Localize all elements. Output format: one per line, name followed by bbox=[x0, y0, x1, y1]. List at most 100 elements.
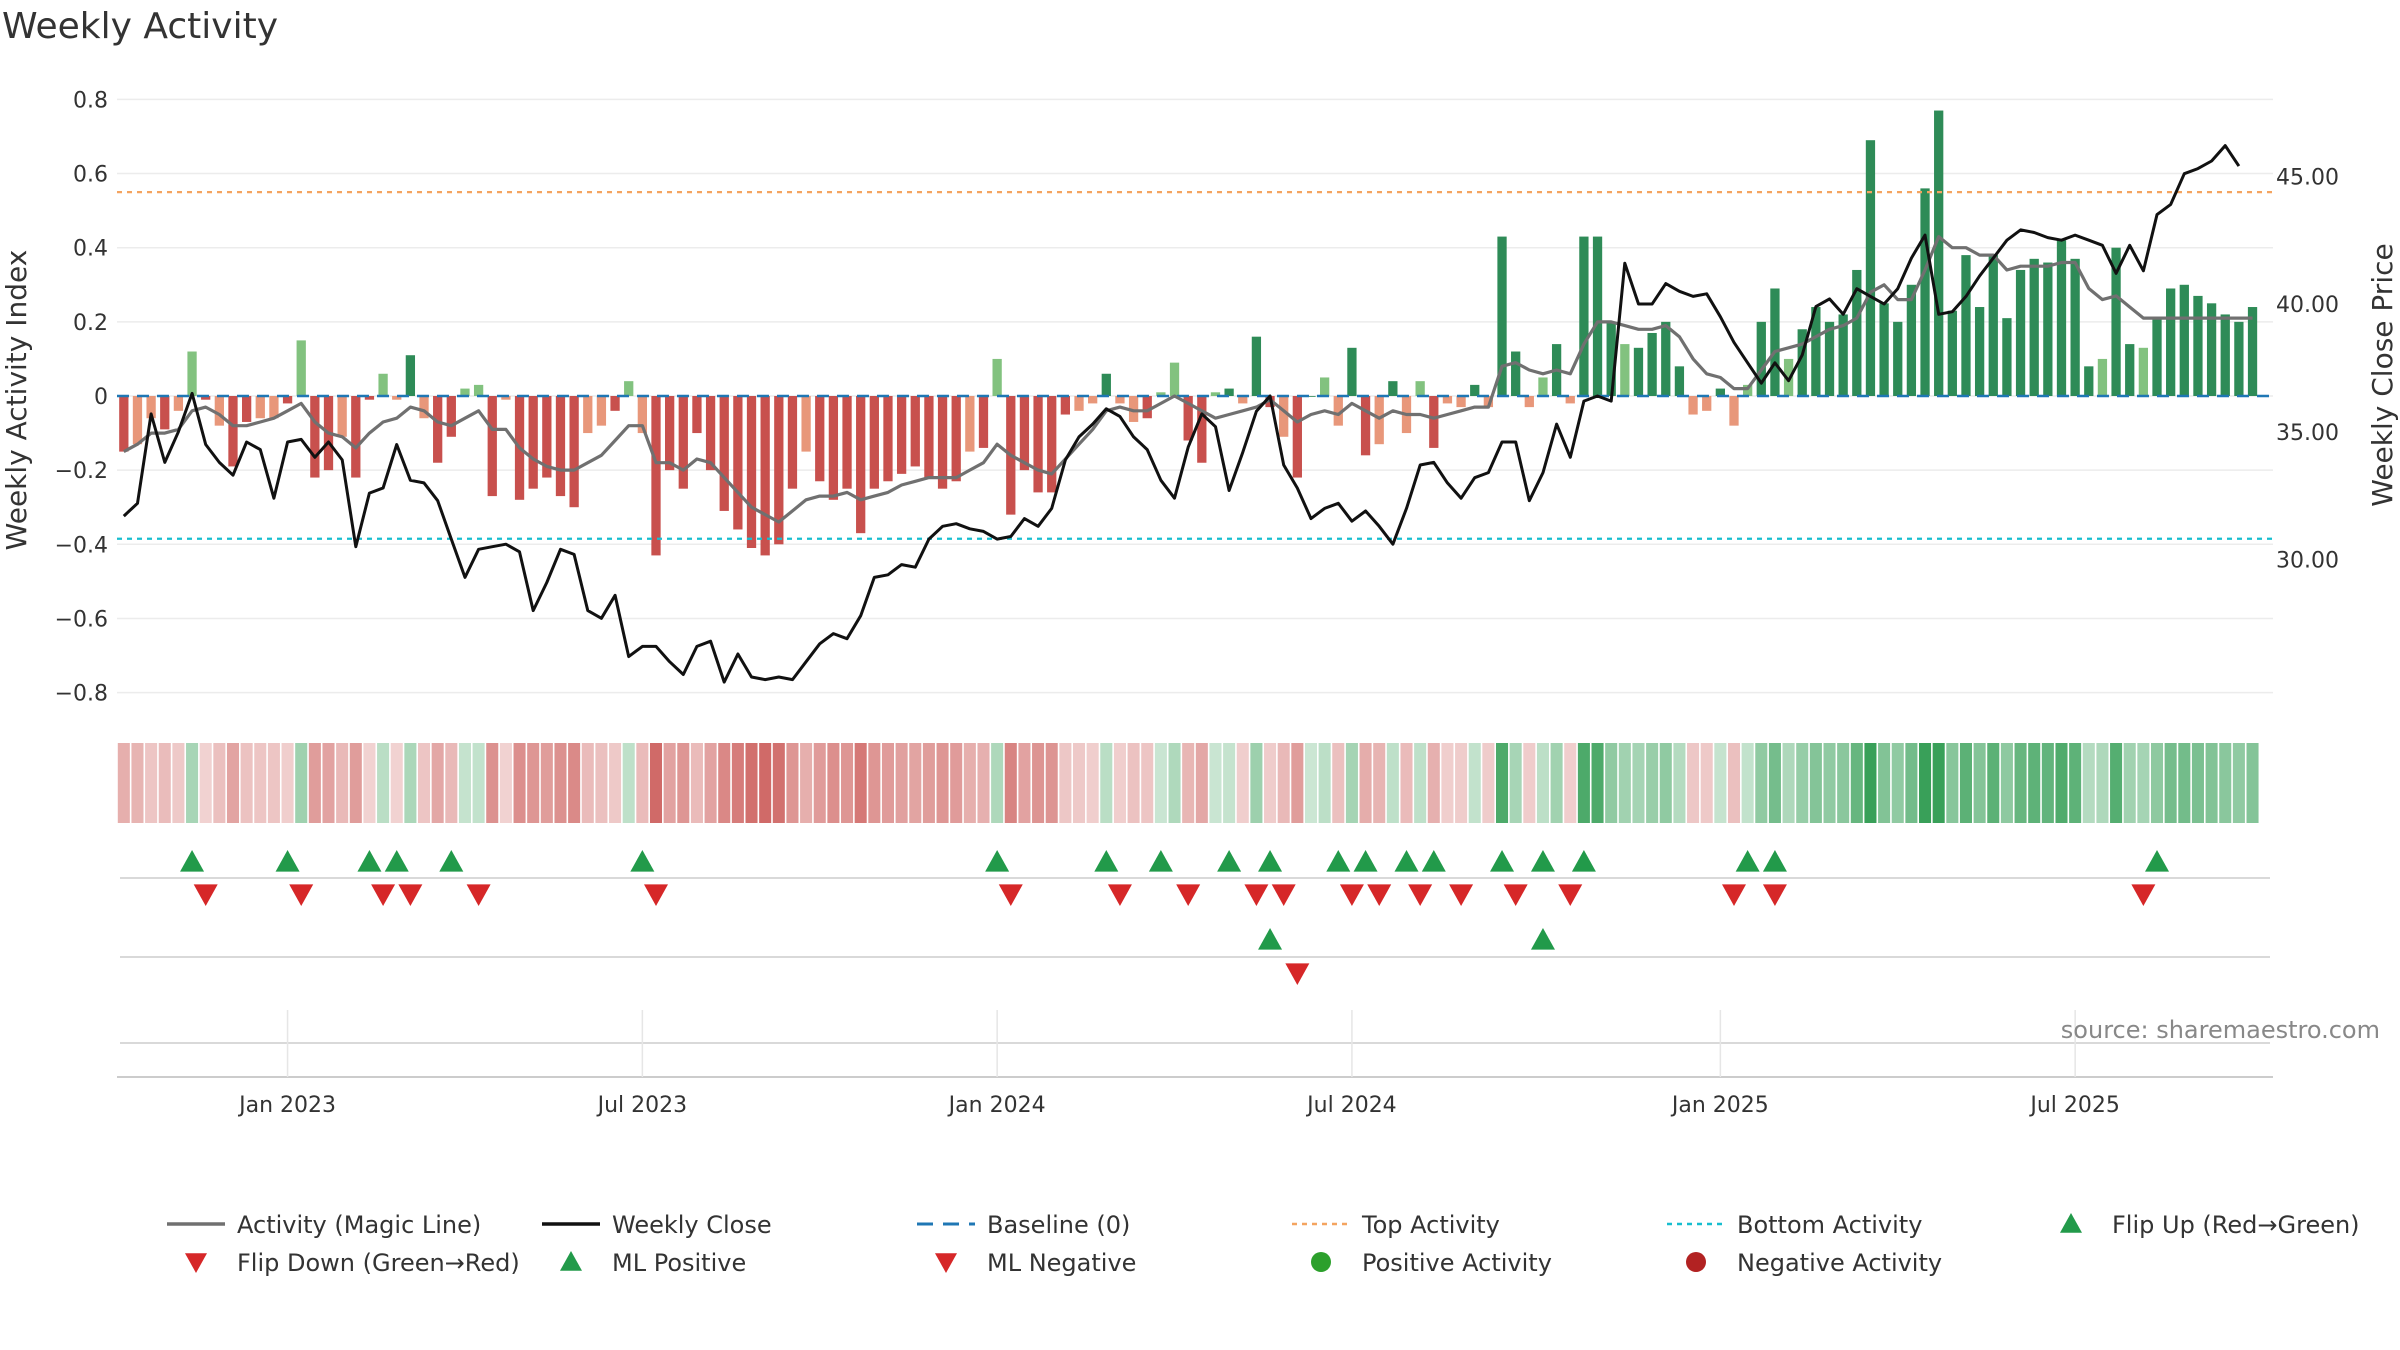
legend-label: Flip Up (Red→Green) bbox=[2112, 1211, 2360, 1239]
activity-bar bbox=[1661, 321, 1671, 396]
flip-down-marker bbox=[1408, 884, 1433, 906]
flip-up-marker bbox=[985, 850, 1010, 872]
activity-bar bbox=[774, 396, 784, 545]
heat-cell bbox=[117, 743, 130, 823]
activity-bar bbox=[1688, 396, 1698, 415]
heat-cell bbox=[349, 743, 362, 823]
activity-bar bbox=[815, 396, 825, 482]
source-credit: source: sharemaestro.com bbox=[2061, 1016, 2380, 1044]
activity-bar bbox=[1770, 288, 1780, 396]
y-tick-label: −0.8 bbox=[55, 682, 108, 707]
activity-bar bbox=[173, 396, 184, 411]
activity-bar bbox=[1347, 347, 1357, 396]
heat-cell bbox=[1345, 743, 1358, 823]
activity-bar bbox=[1592, 236, 1603, 396]
heat-cell bbox=[1605, 743, 1618, 823]
activity-bar bbox=[1824, 321, 1835, 396]
y-tick-label: −0.6 bbox=[55, 607, 108, 632]
heat-cell bbox=[1741, 743, 1754, 823]
heat-cell bbox=[1496, 743, 1509, 823]
legend-item: ML Negative bbox=[935, 1249, 1136, 1277]
flip-down-marker bbox=[1107, 884, 1132, 906]
y-axis-label: Weekly Activity Index bbox=[0, 250, 33, 551]
heat-cell bbox=[718, 743, 731, 823]
activity-bar bbox=[1060, 396, 1071, 415]
activity-bar bbox=[1538, 377, 1548, 396]
heat-cell bbox=[1768, 743, 1781, 823]
legend-swatch bbox=[2060, 1213, 2082, 1233]
heat-cell bbox=[1932, 743, 1945, 823]
activity-bar bbox=[2002, 318, 2012, 396]
heat-cell bbox=[1059, 743, 1072, 823]
activity-bar bbox=[787, 396, 798, 489]
heat-cell bbox=[499, 743, 512, 823]
ml-positive-marker bbox=[1258, 928, 1283, 950]
legend-label: Weekly Close bbox=[612, 1211, 772, 1239]
activity-bar bbox=[1115, 396, 1125, 404]
heat-cell bbox=[868, 743, 881, 823]
heat-cell bbox=[772, 743, 785, 823]
legend-label: Bottom Activity bbox=[1737, 1211, 1922, 1239]
flip-up-marker bbox=[630, 850, 655, 872]
heat-cell bbox=[1400, 743, 1413, 823]
y-tick-label: 0 bbox=[94, 385, 108, 410]
activity-bar bbox=[1743, 384, 1753, 396]
activity-bar bbox=[896, 396, 907, 474]
activity-bar bbox=[1497, 236, 1507, 396]
activity-bar bbox=[378, 373, 388, 396]
x-axis-ticks: Jan 2023 Jul 2023 Jan 2024 Jul 2024 Jan 2025… bbox=[117, 1010, 2273, 1118]
legend-label: Top Activity bbox=[1361, 1211, 1500, 1239]
activity-bar bbox=[1961, 255, 1971, 396]
series-lines bbox=[122, 144, 2253, 684]
activity-bar bbox=[296, 340, 306, 396]
heat-cell bbox=[663, 743, 676, 823]
heat-cell bbox=[1850, 743, 1863, 823]
flip-down-marker bbox=[1176, 884, 1201, 906]
flip-up-marker bbox=[1735, 850, 1760, 872]
heat-cell bbox=[2110, 743, 2123, 823]
heat-cell bbox=[1618, 743, 1631, 823]
activity-bar bbox=[1210, 392, 1221, 396]
heat-cell bbox=[854, 743, 867, 823]
heat-cell bbox=[322, 743, 335, 823]
activity-bar bbox=[665, 396, 675, 471]
activity-bar bbox=[269, 396, 279, 419]
activity-bar bbox=[978, 396, 989, 448]
magic-line bbox=[123, 235, 2253, 524]
activity-bar bbox=[460, 388, 470, 396]
heat-cell bbox=[281, 743, 294, 823]
activity-bar bbox=[1197, 396, 1207, 463]
y-tick-label: 0.2 bbox=[73, 311, 108, 336]
flip-up-marker bbox=[1762, 850, 1787, 872]
activity-bar bbox=[310, 396, 320, 478]
heat-cell bbox=[1946, 743, 1959, 823]
x-tick-label: Jul 2023 bbox=[596, 1093, 688, 1118]
activity-bar bbox=[2166, 288, 2176, 396]
activity-bar bbox=[187, 351, 197, 396]
heat-cell bbox=[1100, 743, 1113, 823]
heat-cell bbox=[2191, 743, 2204, 823]
activity-bar bbox=[160, 396, 170, 430]
heat-cell bbox=[1359, 743, 1372, 823]
heat-cell bbox=[240, 743, 253, 823]
legend-item: Positive Activity bbox=[1311, 1249, 1552, 1277]
flip-down-marker bbox=[1339, 884, 1364, 906]
activity-bar bbox=[405, 355, 416, 396]
activity-bar bbox=[1128, 396, 1139, 422]
heat-cell bbox=[267, 743, 280, 823]
heat-cell bbox=[636, 743, 649, 823]
flip-down-marker bbox=[1449, 884, 1474, 906]
heat-cell bbox=[895, 743, 908, 823]
legend-label: ML Positive bbox=[612, 1249, 746, 1277]
heat-cell bbox=[581, 743, 594, 823]
flip-down-marker bbox=[289, 884, 314, 906]
heat-cell bbox=[1277, 743, 1290, 823]
activity-bar bbox=[1729, 396, 1739, 426]
activity-bar bbox=[965, 396, 975, 452]
activity-bar bbox=[1238, 396, 1248, 404]
heat-cell bbox=[1891, 743, 1904, 823]
heat-cell bbox=[2205, 743, 2218, 823]
heat-cell bbox=[418, 743, 431, 823]
heat-cell bbox=[458, 743, 471, 823]
activity-bar bbox=[1524, 396, 1534, 408]
